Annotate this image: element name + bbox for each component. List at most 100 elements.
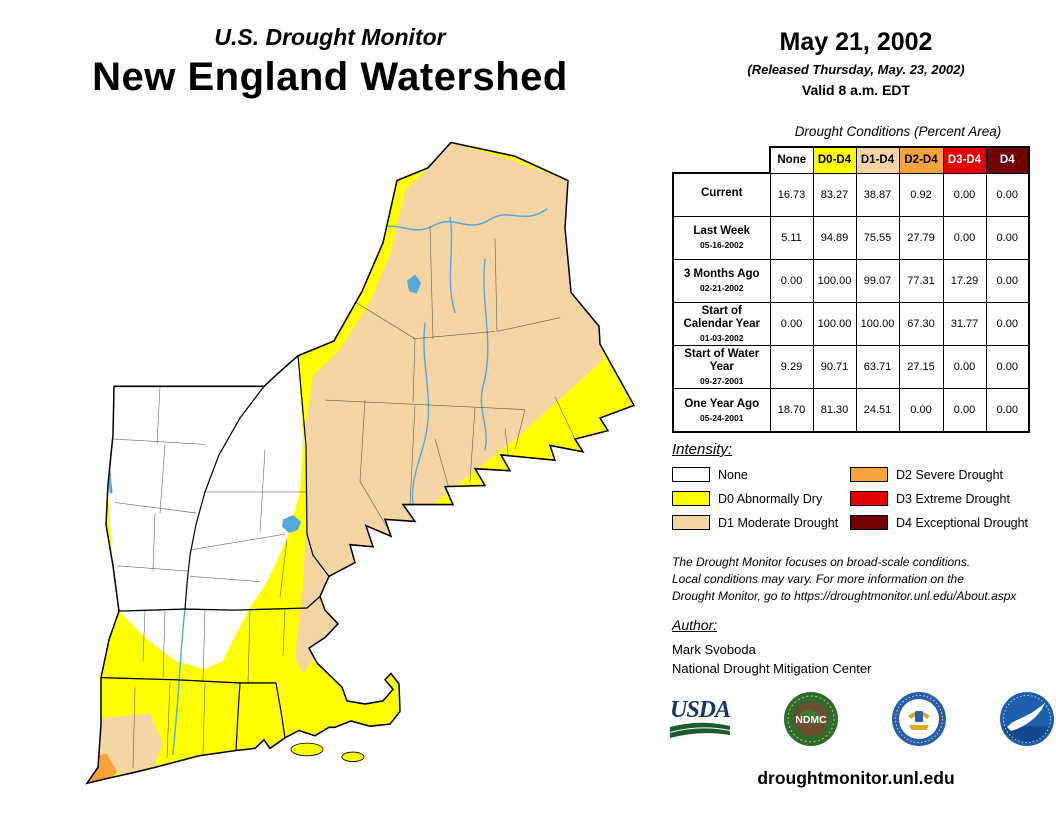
table-corner-blank [673,147,770,173]
table-cell: 100.00 [855,301,900,346]
row-label: Start of Water Year 09-27-2001 [672,344,771,390]
table-cell: 94.89 [812,215,857,260]
table-cell: 100.00 [812,301,857,346]
table-cell: 27.15 [898,344,944,390]
logo-row: USDA NDMC [668,690,1056,748]
site-url: droughtmonitor.unl.edu [757,768,955,788]
legend-swatch-d1 [672,515,710,530]
table-cell: 63.71 [855,344,900,390]
table-cell: 16.73 [769,172,814,217]
page-title: New England Watershed [92,55,568,99]
noaa-logo [1000,692,1054,746]
author-org: National Drought Mitigation Center [672,661,872,676]
table-cell: 99.07 [855,258,900,303]
commerce-seal-logo [892,692,946,746]
map-county-lines [113,225,576,769]
legend-swatch-d0 [672,491,710,506]
map-islands [290,742,365,763]
intensity-legend: Intensity: None D0 Abnormally Dry D1 Mod… [672,441,1054,530]
legend-item-d1: D1 Moderate Drought [672,515,850,530]
legend-label: D2 Severe Drought [896,467,1004,482]
table-row-3-months-ago: 3 Months Ago 02-21-2002 0.00 100.00 99.0… [672,258,1030,303]
table-cell: 5.11 [769,215,814,260]
legend-item-d3: D3 Extreme Drought [850,491,1028,506]
col-header-none: None [769,146,814,174]
map-date: May 21, 2002 [779,28,933,56]
legend-label: D0 Abnormally Dry [718,491,823,506]
author-name: Mark Svoboda [672,642,756,657]
drought-conditions-table: None D0-D4 D1-D4 D2-D4 D3-D4 D4 Current … [672,146,1030,433]
table-cell: 0.00 [985,215,1030,260]
author-heading: Author: [672,617,718,633]
disclaimer-text: The Drought Monitor focuses on broad-sca… [672,555,1017,604]
valid-time: Valid 8 a.m. EDT [801,82,911,98]
legend-swatch-none [672,467,710,482]
table-cell: 0.00 [985,258,1030,303]
row-label: Start of Calendar Year 01-03-2002 [672,301,771,346]
table-cell: 0.92 [898,172,944,217]
table-cell: 0.00 [942,344,987,390]
table-cell: 0.00 [898,388,944,433]
ndmc-logo: NDMC [784,692,838,746]
table-cell: 0.00 [942,172,987,217]
legend-item-d2: D2 Severe Drought [850,467,1028,482]
map-state-lines [100,355,330,751]
map-region-none [108,355,303,670]
table-cell: 0.00 [769,258,814,303]
map-lakes [282,274,421,534]
legend-swatch-d2 [850,467,888,482]
report-supertitle: U.S. Drought Monitor [214,24,446,50]
table-cell: 75.55 [855,215,900,260]
table-header-row: None D0-D4 D1-D4 D2-D4 D3-D4 D4 [673,146,1030,174]
usda-logo: USDA [668,698,732,740]
author-block: Author: Mark Svoboda National Drought Mi… [672,617,871,680]
new-england-map-svg [86,141,635,785]
col-header-d3-d4: D3-D4 [942,146,987,174]
col-header-d1-d4: D1-D4 [855,146,900,174]
table-cell: 77.31 [898,258,944,303]
table-cell: 0.00 [769,301,814,346]
table-cell: 83.27 [812,172,857,217]
row-label: 3 Months Ago 02-21-2002 [672,258,771,303]
usda-swoosh [670,722,730,738]
drought-map [55,133,650,798]
legend-swatch-d4 [850,515,888,530]
release-date: (Released Thursday, May. 23, 2002) [747,62,965,77]
col-header-d2-d4: D2-D4 [898,146,944,174]
map-region-d1-ct [93,713,163,775]
table-cell: 0.00 [942,215,987,260]
table-row-current: Current 16.73 83.27 38.87 0.92 0.00 0.00 [672,172,1030,217]
legend-swatch-d3 [850,491,888,506]
legend-title: Intensity: [672,441,733,458]
legend-item-d4: D4 Exceptional Drought [850,515,1028,530]
row-label: Last Week 05-16-2002 [672,215,771,260]
legend-item-d0: D0 Abnormally Dry [672,491,850,506]
table-row-one-year-ago: One Year Ago 05-24-2001 18.70 81.30 24.5… [672,388,1030,433]
usda-wordmark: USDA [669,697,731,723]
legend-label: None [718,467,748,482]
row-label: One Year Ago 05-24-2001 [672,388,771,433]
legend-item-none: None [672,467,850,482]
table-cell: 90.71 [812,344,857,390]
table-cell: 27.79 [898,215,944,260]
date-block: May 21, 2002 (Released Thursday, May. 23… [660,28,1052,98]
table-row-start-calendar-year: Start of Calendar Year 01-03-2002 0.00 1… [672,301,1030,346]
table-cell: 0.00 [985,172,1030,217]
table-cell: 100.00 [812,258,857,303]
row-label: Current [672,172,771,217]
table-title: Drought Conditions (Percent Area) [794,124,1002,139]
title-block: U.S. Drought Monitor New England Watersh… [20,24,640,100]
table-cell: 0.00 [985,301,1030,346]
legend-label: D4 Exceptional Drought [896,515,1029,530]
table-cell: 0.00 [985,344,1030,390]
table-cell: 67.30 [898,301,944,346]
noaa-bird-icon [1007,703,1045,731]
table-cell: 38.87 [855,172,900,217]
table-cell: 17.29 [942,258,987,303]
table-cell: 0.00 [942,388,987,433]
table-cell: 9.29 [769,344,814,390]
table-cell: 81.30 [812,388,857,433]
table-cell: 31.77 [942,301,987,346]
table-cell: 0.00 [985,388,1030,433]
